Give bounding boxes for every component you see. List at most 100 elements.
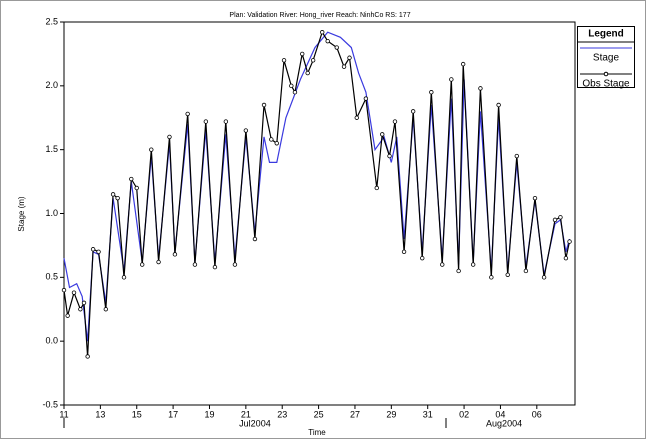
obs-marker bbox=[149, 147, 154, 152]
obs-marker bbox=[212, 264, 218, 270]
y-tick-label: 1.0 bbox=[45, 208, 58, 218]
obs-marker bbox=[310, 58, 316, 63]
legend-marker bbox=[603, 71, 609, 77]
month-label: Jul2004 bbox=[239, 418, 271, 428]
obs-marker bbox=[456, 268, 461, 274]
obs-marker bbox=[460, 61, 466, 67]
obs-marker bbox=[334, 45, 339, 50]
x-tick-label: 17 bbox=[168, 409, 178, 419]
obs-marker bbox=[292, 90, 298, 95]
x-tick-label: 25 bbox=[314, 409, 324, 419]
x-tick-label: 13 bbox=[95, 409, 105, 419]
obs-marker bbox=[410, 109, 416, 114]
x-tick-label: 06 bbox=[532, 409, 542, 419]
obs-marker bbox=[289, 83, 294, 89]
obs-marker bbox=[185, 111, 190, 117]
obs-marker bbox=[541, 275, 547, 280]
obs-marker bbox=[223, 119, 229, 124]
x-tick-label: 21 bbox=[241, 409, 251, 419]
y-axis-label: Stage (m) bbox=[17, 196, 26, 231]
obs-marker bbox=[96, 249, 101, 254]
obs-marker bbox=[115, 195, 120, 201]
obs-marker bbox=[392, 119, 398, 124]
obs-marker bbox=[243, 128, 249, 133]
obs-marker bbox=[156, 259, 161, 265]
x-tick-label: 23 bbox=[277, 409, 287, 419]
obs-marker bbox=[134, 185, 139, 191]
y-tick-label: 0.0 bbox=[45, 336, 58, 346]
obs-marker bbox=[232, 262, 238, 267]
obs-marker bbox=[203, 119, 209, 124]
obs-marker bbox=[139, 262, 145, 267]
obs-marker bbox=[558, 215, 563, 220]
legend-label: Stage bbox=[593, 53, 620, 64]
obs-marker bbox=[514, 153, 520, 159]
obs-marker bbox=[65, 313, 70, 318]
obs-marker bbox=[429, 90, 434, 95]
obs-marker bbox=[420, 255, 425, 261]
legend bbox=[577, 26, 635, 88]
obs-marker bbox=[363, 96, 369, 101]
obs-marker bbox=[269, 137, 274, 142]
obs-marker bbox=[401, 249, 407, 254]
y-tick-label: 2.5 bbox=[45, 16, 58, 26]
obs-marker bbox=[300, 51, 305, 57]
x-tick-label: 31 bbox=[423, 409, 433, 419]
obs-marker bbox=[567, 239, 572, 244]
x-tick-label: 04 bbox=[495, 409, 505, 419]
obs-marker bbox=[252, 236, 258, 242]
obs-marker bbox=[110, 192, 116, 197]
x-tick-label: 29 bbox=[386, 409, 396, 419]
x-tick-label: 11 bbox=[59, 409, 68, 419]
obs-marker bbox=[81, 300, 87, 306]
obs-marker bbox=[478, 86, 483, 91]
obs-marker bbox=[90, 247, 96, 252]
x-tick-label: 19 bbox=[204, 409, 214, 419]
obs-marker bbox=[129, 176, 134, 182]
obs-marker bbox=[440, 262, 445, 267]
obs-marker bbox=[496, 102, 501, 108]
obs-marker bbox=[523, 268, 529, 274]
obs-marker bbox=[347, 55, 352, 60]
obs-marker bbox=[380, 132, 385, 137]
chart-title: Plan: Validation River: Hong_river Reach… bbox=[229, 12, 410, 19]
obs-marker bbox=[325, 38, 330, 44]
x-axis-label: Time bbox=[308, 428, 326, 437]
obs-marker bbox=[281, 58, 287, 63]
y-tick-label: -0.5 bbox=[42, 399, 58, 409]
obs-marker bbox=[449, 77, 454, 82]
y-tick-label: 2.0 bbox=[45, 80, 58, 90]
obs-marker bbox=[341, 64, 347, 69]
x-tick-label: 27 bbox=[350, 409, 360, 419]
obs-marker bbox=[563, 255, 569, 261]
obs-marker bbox=[387, 153, 392, 159]
obs-marker bbox=[354, 115, 359, 120]
obs-marker bbox=[167, 134, 172, 140]
obs-marker bbox=[505, 272, 510, 277]
obs-marker bbox=[374, 185, 379, 191]
obs-marker bbox=[532, 195, 538, 201]
obs-marker bbox=[121, 275, 127, 280]
month-label: Aug2004 bbox=[486, 418, 522, 428]
obs-marker bbox=[552, 217, 558, 223]
obs-marker bbox=[78, 307, 83, 312]
obs-marker bbox=[489, 275, 494, 280]
obs-marker bbox=[305, 70, 310, 76]
obs-marker bbox=[103, 307, 109, 312]
legend-title: Legend bbox=[588, 29, 624, 40]
x-tick-label: 02 bbox=[459, 409, 469, 419]
x-tick-label: 15 bbox=[132, 409, 142, 419]
obs-marker bbox=[172, 252, 178, 257]
obs-marker bbox=[71, 290, 77, 295]
obs-marker bbox=[192, 262, 198, 267]
obs-marker bbox=[470, 262, 476, 267]
legend-label: Obs Stage bbox=[582, 79, 630, 90]
obs-marker bbox=[61, 287, 67, 293]
obs-marker bbox=[85, 354, 90, 359]
series-line bbox=[63, 30, 571, 357]
y-tick-label: 1.5 bbox=[45, 144, 58, 154]
obs-marker bbox=[320, 30, 325, 35]
obs-marker bbox=[261, 102, 267, 108]
